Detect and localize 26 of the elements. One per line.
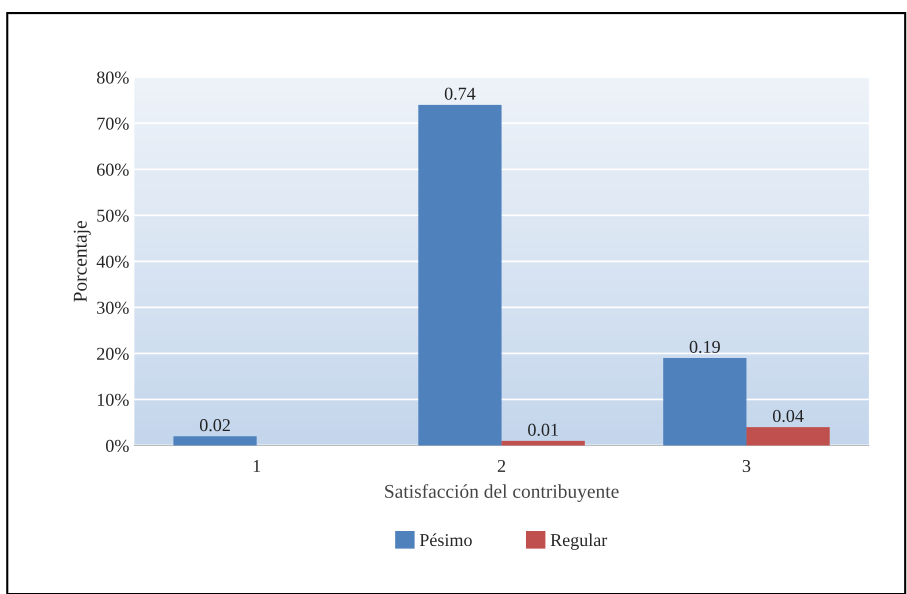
y-tick-label: 70% xyxy=(97,118,129,130)
data-label: 0.74 xyxy=(444,88,476,100)
bar xyxy=(663,358,746,446)
y-tick-label: 40% xyxy=(96,256,129,268)
data-label: 0.04 xyxy=(772,410,804,422)
y-tick-label: 80% xyxy=(96,71,129,84)
bar xyxy=(746,427,830,446)
y-tick-label: 20% xyxy=(97,348,129,360)
y-tick-label: 10% xyxy=(98,394,129,406)
bar xyxy=(502,440,585,446)
x-tick-label: 1 xyxy=(254,460,260,472)
y-tick-label: 60% xyxy=(97,164,129,176)
y-tick-label: 50% xyxy=(97,210,129,222)
y-tick-label: 30% xyxy=(97,302,129,314)
data-label: 0.19 xyxy=(690,340,720,354)
x-axis-title: Satisfacción del contribuyente xyxy=(385,484,619,502)
legend-label: Pésimo xyxy=(420,533,472,546)
data-label: 0.01 xyxy=(528,424,558,436)
bar xyxy=(418,104,502,446)
x-tick-label: 3 xyxy=(742,460,750,472)
bar xyxy=(173,436,257,446)
x-tick-label: 2 xyxy=(498,460,506,472)
y-axis-title: Porcentaje xyxy=(74,221,91,302)
y-tick-label: 0% xyxy=(106,440,129,452)
data-label: 0.02 xyxy=(200,419,230,432)
legend-label: Regular xyxy=(550,533,608,550)
